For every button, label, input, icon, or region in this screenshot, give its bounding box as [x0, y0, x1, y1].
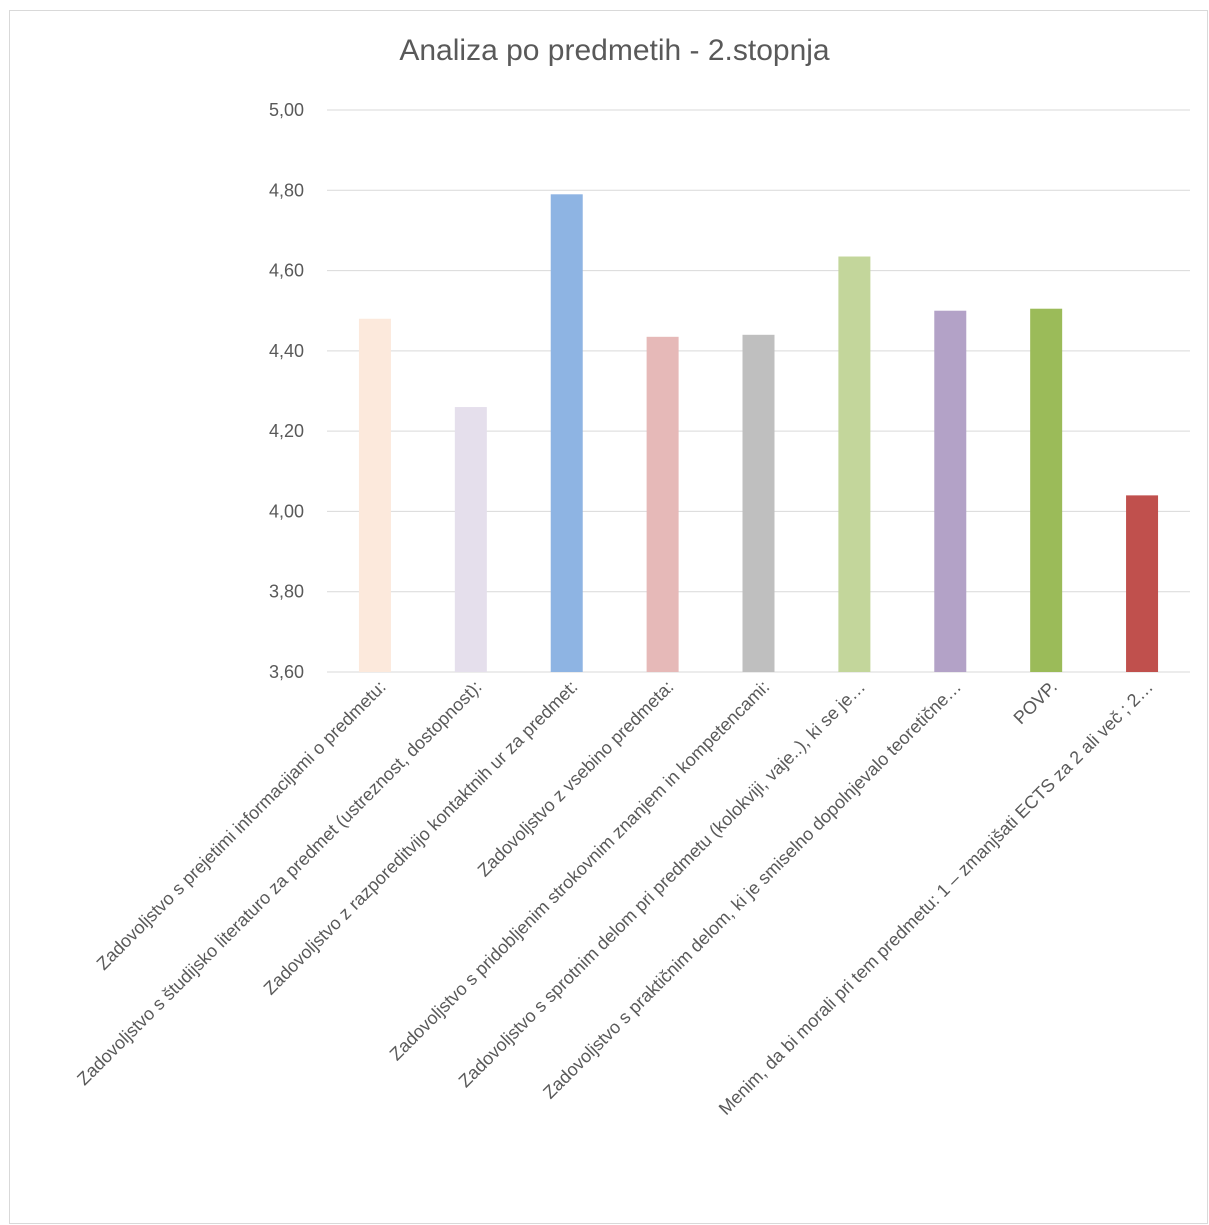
bar: [1126, 495, 1159, 672]
y-tick-label: 5,00: [269, 100, 304, 120]
bar: [646, 336, 679, 672]
y-tick-label: 4,20: [269, 421, 304, 441]
x-tick-label: Zadovoljstvo z vsebino predmeta:: [474, 677, 678, 881]
chart-title: Analiza po predmetih - 2.stopnja: [399, 34, 830, 67]
bar: [838, 256, 871, 672]
y-tick-label: 3,80: [269, 582, 304, 602]
bar: [742, 334, 775, 672]
bar: [934, 310, 967, 672]
x-tick-label: Zadovoljstvo z razporeditvijo kontaktnih…: [260, 677, 582, 999]
chart-frame: [9, 10, 1208, 1224]
bar: [1030, 308, 1063, 672]
y-tick-label: 4,60: [269, 261, 304, 281]
y-tick-label: 4,00: [269, 501, 304, 521]
y-tick-label: 4,40: [269, 341, 304, 361]
bar: [454, 407, 487, 672]
x-tick-label: POVP.: [1010, 677, 1061, 728]
y-tick-label: 3,60: [269, 662, 304, 682]
x-tick-label: Menim, da bi morali pri tem predmetu: 1 …: [715, 677, 1157, 1119]
bar: [358, 318, 391, 672]
y-tick-label: 4,80: [269, 180, 304, 200]
x-tick-label: Zadovoljstvo s pridobljenim strokovnim z…: [386, 677, 774, 1065]
bar: [550, 194, 583, 673]
